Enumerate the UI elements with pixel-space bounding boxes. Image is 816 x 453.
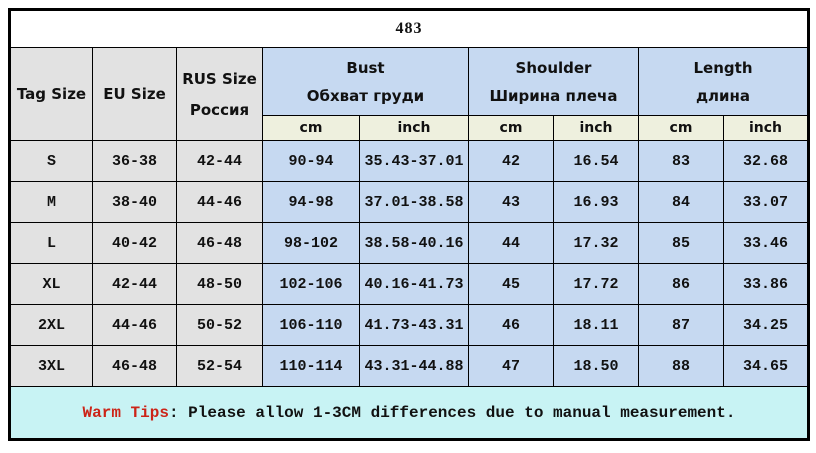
cell-bust-inch: 38.58-40.16 [359,222,469,264]
cell-shoulder-cm: 43 [468,181,554,223]
cell-shoulder-inch: 16.54 [553,140,639,182]
unit-length-inch: inch [723,115,809,141]
cell-length-cm: 83 [638,140,724,182]
cell-bust-inch: 37.01-38.58 [359,181,469,223]
table-row-m: M 38-40 44-46 94-98 37.01-38.58 43 16.93… [9,181,809,223]
cell-bust-inch: 35.43-37.01 [359,140,469,182]
cell-shoulder-cm: 42 [468,140,554,182]
cell-tag: L [9,222,93,264]
header-length-en: Length [693,58,753,77]
cell-bust-cm: 102-106 [262,263,360,305]
cell-length-cm: 88 [638,345,724,387]
unit-bust-cm: cm [262,115,360,141]
unit-row: cm inch cm inch cm inch [10,115,809,141]
cell-bust-cm: 94-98 [262,181,360,223]
cell-bust-cm: 106-110 [262,304,360,346]
cell-shoulder-inch: 18.50 [553,345,639,387]
warm-tips-label: Warm Tips [82,403,169,422]
cell-shoulder-inch: 17.72 [553,263,639,305]
cell-eu: 46-48 [92,345,177,387]
cell-eu: 40-42 [92,222,177,264]
unit-shoulder-inch: inch [553,115,639,141]
cell-tag: 3XL [9,345,93,387]
cell-rus: 48-50 [176,263,263,305]
table-row-l: L 40-42 46-48 98-102 38.58-40.16 44 17.3… [9,222,809,264]
cell-eu: 42-44 [92,263,177,305]
cell-length-inch: 34.65 [723,345,809,387]
table-row-3xl: 3XL 46-48 52-54 110-114 43.31-44.88 47 1… [9,345,809,387]
cell-shoulder-cm: 47 [468,345,554,387]
cell-tag: S [9,140,93,182]
cell-length-inch: 33.07 [723,181,809,223]
cell-bust-inch: 43.31-44.88 [359,345,469,387]
header-row: Tag Size EU Size RUS Size Россия Bust Об… [9,47,809,141]
header-rus-size: RUS Size Россия [176,47,263,141]
cell-tag: XL [9,263,93,305]
unit-bust-inch: inch [359,115,469,141]
cell-shoulder-inch: 17.32 [553,222,639,264]
title-row: 483 [9,9,809,48]
warm-tips: Warm Tips: Please allow 1-3CM difference… [9,386,809,440]
cell-bust-inch: 41.73-43.31 [359,304,469,346]
cell-rus: 52-54 [176,345,263,387]
cell-bust-cm: 98-102 [262,222,360,264]
cell-length-cm: 86 [638,263,724,305]
header-shoulder-ru: Ширина плеча [489,86,618,105]
header-group-length: Length длина [638,47,809,116]
header-shoulder-en: Shoulder [515,58,592,77]
cell-length-inch: 33.86 [723,263,809,305]
cell-rus: 42-44 [176,140,263,182]
header-rus-size-ru: Россия [189,100,250,119]
header-group-shoulder: Shoulder Ширина плеча [468,47,639,116]
header-bust-en: Bust [346,58,385,77]
cell-length-inch: 34.25 [723,304,809,346]
cell-eu: 38-40 [92,181,177,223]
header-rus-size-en: RUS Size [182,69,257,88]
header-eu-size: EU Size [92,47,177,141]
cell-rus: 44-46 [176,181,263,223]
cell-shoulder-cm: 45 [468,263,554,305]
cell-bust-inch: 40.16-41.73 [359,263,469,305]
table-row-s: S 36-38 42-44 90-94 35.43-37.01 42 16.54… [9,140,809,182]
cell-length-cm: 85 [638,222,724,264]
cell-length-cm: 84 [638,181,724,223]
cell-tag: 2XL [9,304,93,346]
cell-rus: 46-48 [176,222,263,264]
cell-eu: 44-46 [92,304,177,346]
cell-bust-cm: 90-94 [262,140,360,182]
table-row-xl: XL 42-44 48-50 102-106 40.16-41.73 45 17… [9,263,809,305]
size-chart-table: 483 Tag Size EU Size RUS Size Россия Bus… [8,8,810,441]
cell-shoulder-cm: 46 [468,304,554,346]
header-group-bust: Bust Обхват груди [262,47,469,116]
warm-tips-row: Warm Tips: Please allow 1-3CM difference… [9,386,809,440]
cell-length-inch: 32.68 [723,140,809,182]
cell-eu: 36-38 [92,140,177,182]
unit-length-cm: cm [638,115,724,141]
header-bust-ru: Обхват груди [306,86,425,105]
cell-bust-cm: 110-114 [262,345,360,387]
header-tag-size: Tag Size [9,47,93,141]
cell-tag: M [9,181,93,223]
cell-rus: 50-52 [176,304,263,346]
cell-length-inch: 33.46 [723,222,809,264]
warm-tips-text: : Please allow 1-3CM differences due to … [168,403,736,422]
cell-length-cm: 87 [638,304,724,346]
table-row-2xl: 2XL 44-46 50-52 106-110 41.73-43.31 46 1… [9,304,809,346]
unit-shoulder-cm: cm [468,115,554,141]
cell-shoulder-inch: 16.93 [553,181,639,223]
page-title: 483 [9,9,809,48]
cell-shoulder-cm: 44 [468,222,554,264]
cell-shoulder-inch: 18.11 [553,304,639,346]
header-length-ru: длина [695,86,751,105]
